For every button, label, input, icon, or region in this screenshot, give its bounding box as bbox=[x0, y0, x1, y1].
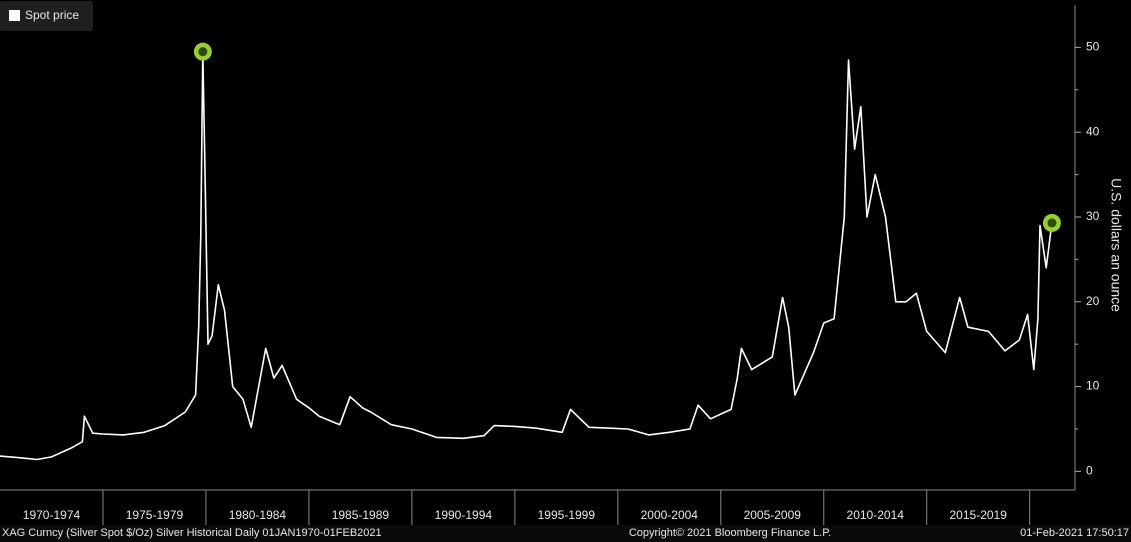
y-tick-label: 0 bbox=[1086, 464, 1093, 478]
x-tick-label: 2000-2004 bbox=[641, 508, 699, 522]
x-tick-label: 1970-1974 bbox=[23, 508, 81, 522]
y-tick-label: 10 bbox=[1086, 379, 1100, 393]
highlight-marker-center bbox=[198, 47, 208, 57]
y-tick-label: 50 bbox=[1086, 40, 1100, 54]
y-tick-label: 20 bbox=[1086, 294, 1100, 308]
y-tick-label: 30 bbox=[1086, 209, 1100, 223]
x-tick-label: 2015-2019 bbox=[950, 508, 1008, 522]
y-tick-label: 40 bbox=[1086, 124, 1100, 138]
x-tick-label: 1975-1979 bbox=[126, 508, 184, 522]
legend-label: Spot price bbox=[25, 8, 79, 22]
x-tick-label: 1980-1984 bbox=[229, 508, 287, 522]
footer-right: 01-Feb-2021 17:50:17 bbox=[1020, 527, 1129, 539]
y-axis-title: U.S. dollars an ounce bbox=[1108, 178, 1124, 312]
x-tick-label: 1990-1994 bbox=[435, 508, 493, 522]
x-tick-label: 1995-1999 bbox=[538, 508, 596, 522]
x-tick-label: 2005-2009 bbox=[744, 508, 802, 522]
footer-left: XAG Curncy (Silver Spot $/Oz) Silver His… bbox=[2, 527, 382, 539]
legend-swatch bbox=[9, 10, 20, 21]
footer-bar bbox=[0, 525, 1131, 542]
x-tick-label: 1985-1989 bbox=[332, 508, 390, 522]
price-line bbox=[0, 50, 1053, 461]
legend-box bbox=[0, 1, 93, 31]
x-tick-label: 2010-2014 bbox=[847, 508, 905, 522]
highlight-marker-center bbox=[1047, 218, 1057, 228]
footer-center: Copyright© 2021 Bloomberg Finance L.P. bbox=[629, 527, 831, 539]
